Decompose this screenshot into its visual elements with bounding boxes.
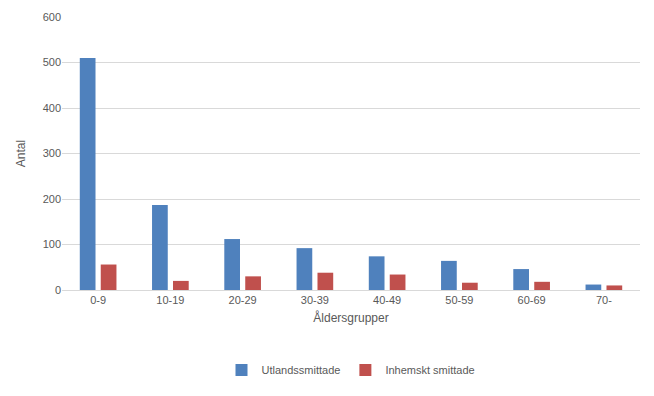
svg-text:100: 100 — [43, 238, 61, 250]
svg-text:300: 300 — [43, 147, 61, 159]
svg-text:200: 200 — [43, 193, 61, 205]
svg-text:0: 0 — [55, 284, 61, 296]
svg-text:0-9: 0-9 — [90, 294, 106, 306]
svg-text:50-59: 50-59 — [445, 294, 473, 306]
svg-text:600: 600 — [43, 11, 61, 23]
svg-text:Utlandssmittade: Utlandssmittade — [262, 364, 341, 376]
svg-text:10-19: 10-19 — [156, 294, 184, 306]
svg-text:20-29: 20-29 — [229, 294, 257, 306]
svg-text:Åldersgrupper: Åldersgrupper — [313, 310, 388, 325]
svg-text:Antal: Antal — [14, 140, 28, 167]
svg-text:60-69: 60-69 — [518, 294, 546, 306]
svg-text:30-39: 30-39 — [301, 294, 329, 306]
svg-text:40-49: 40-49 — [373, 294, 401, 306]
svg-text:70-: 70- — [596, 294, 612, 306]
svg-text:500: 500 — [43, 56, 61, 68]
svg-text:Inhemskt smittade: Inhemskt smittade — [385, 364, 474, 376]
svg-text:400: 400 — [43, 102, 61, 114]
